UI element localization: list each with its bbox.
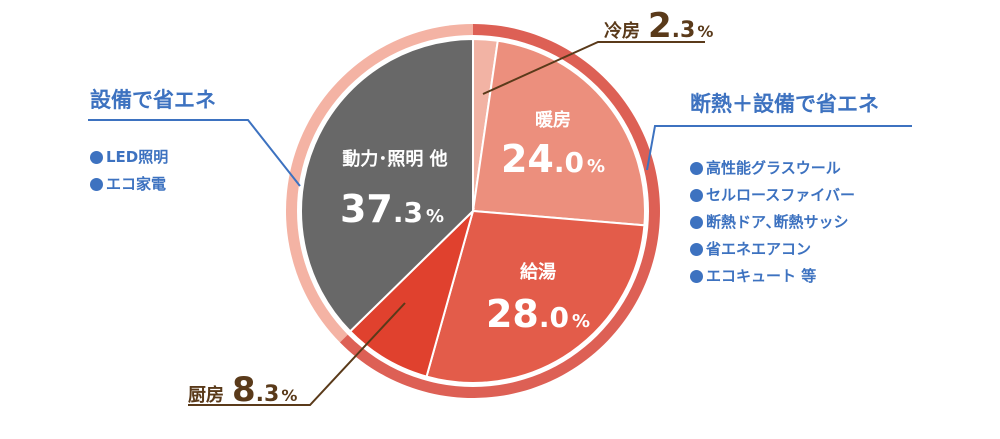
pie-slices: [300, 37, 646, 384]
bullet-dot-icon: [690, 162, 703, 175]
leader-lines: [88, 41, 912, 406]
list-item: 省エネエアコン: [690, 236, 855, 263]
list-item-label: 省エネエアコン: [706, 240, 812, 258]
inner-labels: 暖房 24.0% 給湯 28.0% 動力･照明 他 37.3%: [340, 109, 605, 336]
callout-kitchen-name: 厨房: [188, 385, 224, 406]
list-item-label: エコ家電: [106, 175, 167, 193]
bullet-dot-icon: [690, 270, 703, 283]
list-item: 高性能グラスウール: [690, 155, 855, 182]
callout-kitchen-pct: %: [281, 386, 298, 405]
list-item-label: 高性能グラスウール: [706, 159, 841, 177]
left-group-title: 設備で省エネ: [90, 88, 216, 112]
pie-slice-2: [425, 209, 646, 384]
callout-kitchen: 厨房 8.3%: [188, 370, 297, 410]
list-item-label: LED照明: [106, 148, 169, 166]
list-item-label: 断熱ドア､断熱サッシ: [706, 213, 849, 231]
callout-cooling-dec: .3: [671, 18, 696, 43]
list-item: 断熱ドア､断熱サッシ: [690, 209, 855, 236]
right-group-list: 高性能グラスウール セルロースファイバー 断熱ドア､断熱サッシ 省エネエアコン …: [690, 155, 855, 290]
pie-slice-3: [348, 207, 475, 378]
list-item-label: セルロースファイバー: [706, 186, 855, 204]
pie-slice-4: [300, 37, 474, 333]
callout-cooling-int: 2: [648, 6, 672, 46]
callout-cooling: 冷房 2.3%: [604, 6, 713, 46]
leader-line-left-group: [88, 119, 301, 187]
callout-cooling-name: 冷房: [604, 21, 640, 42]
slice-label-hotwater-name: 給湯: [520, 261, 556, 283]
slice-label-heating-value: 24.0%: [501, 137, 605, 181]
leader-line-kitchen: [188, 302, 406, 406]
slice-label-hotwater-value: 28.0%: [486, 292, 590, 336]
leader-line-right-group: [646, 125, 912, 171]
pie-slice-1: [471, 39, 646, 227]
bullet-dot-icon: [90, 178, 103, 191]
callout-kitchen-dec: .3: [255, 382, 280, 407]
slice-label-heating-name: 暖房: [535, 109, 571, 131]
list-item: セルロースファイバー: [690, 182, 855, 209]
right-group-title: 断熱＋設備で省エネ: [690, 92, 879, 116]
callout-cooling-pct: %: [697, 22, 714, 41]
slice-label-power-value: 37.3%: [340, 187, 444, 231]
bullet-dot-icon: [90, 151, 103, 164]
list-item: エコ家電: [90, 171, 168, 198]
leader-line-cooling: [482, 41, 705, 95]
list-item: LED照明: [90, 144, 168, 171]
left-group-list: LED照明 エコ家電: [90, 144, 168, 198]
callout-kitchen-int: 8: [232, 370, 256, 410]
bullet-dot-icon: [690, 216, 703, 229]
list-item-label: エコキュート 等: [706, 267, 817, 285]
slice-label-power-name: 動力･照明 他: [342, 148, 447, 170]
list-item: エコキュート 等: [690, 263, 855, 290]
bullet-dot-icon: [690, 189, 703, 202]
bullet-dot-icon: [690, 243, 703, 256]
